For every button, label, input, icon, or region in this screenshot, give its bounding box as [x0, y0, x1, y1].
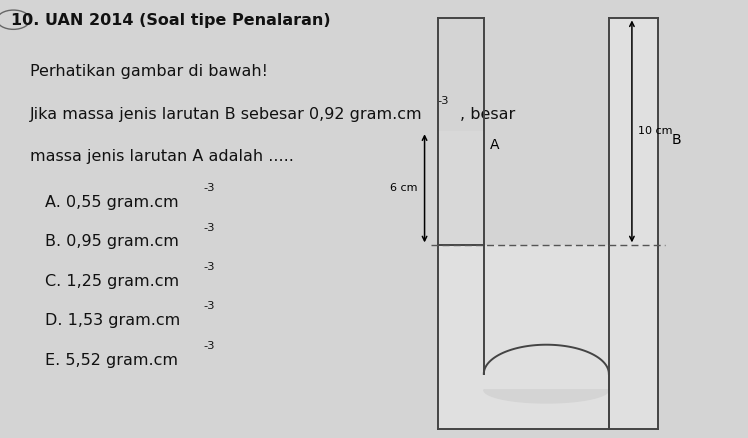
Text: -3: -3	[203, 301, 215, 311]
Text: -3: -3	[438, 96, 449, 106]
Text: massa jenis larutan A adalah .....: massa jenis larutan A adalah .....	[30, 149, 294, 164]
Polygon shape	[484, 390, 609, 403]
Bar	[438, 131, 484, 245]
Text: B: B	[672, 133, 681, 147]
Text: 10 cm: 10 cm	[639, 127, 673, 136]
Text: -3: -3	[203, 223, 215, 233]
Bar	[609, 18, 658, 429]
Text: E. 5,52 gram.cm: E. 5,52 gram.cm	[45, 353, 178, 367]
Text: Jika massa jenis larutan B sebesar 0,92 gram.cm: Jika massa jenis larutan B sebesar 0,92 …	[30, 107, 423, 122]
Text: D. 1,53 gram.cm: D. 1,53 gram.cm	[45, 313, 180, 328]
Text: -3: -3	[203, 183, 215, 193]
Text: -3: -3	[203, 262, 215, 272]
Bar	[438, 245, 484, 429]
Text: C. 1,25 gram.cm: C. 1,25 gram.cm	[45, 274, 179, 289]
Text: 6 cm: 6 cm	[390, 184, 418, 193]
Text: -3: -3	[203, 341, 215, 351]
Text: A. 0,55 gram.cm: A. 0,55 gram.cm	[45, 195, 179, 210]
Text: , besar: , besar	[460, 107, 515, 122]
Bar	[484, 245, 609, 429]
Text: 10. UAN 2014 (Soal tipe Penalaran): 10. UAN 2014 (Soal tipe Penalaran)	[11, 13, 331, 28]
Text: A: A	[491, 138, 500, 152]
Text: B. 0,95 gram.cm: B. 0,95 gram.cm	[45, 234, 179, 249]
Text: Perhatikan gambar di bawah!: Perhatikan gambar di bawah!	[30, 64, 268, 78]
